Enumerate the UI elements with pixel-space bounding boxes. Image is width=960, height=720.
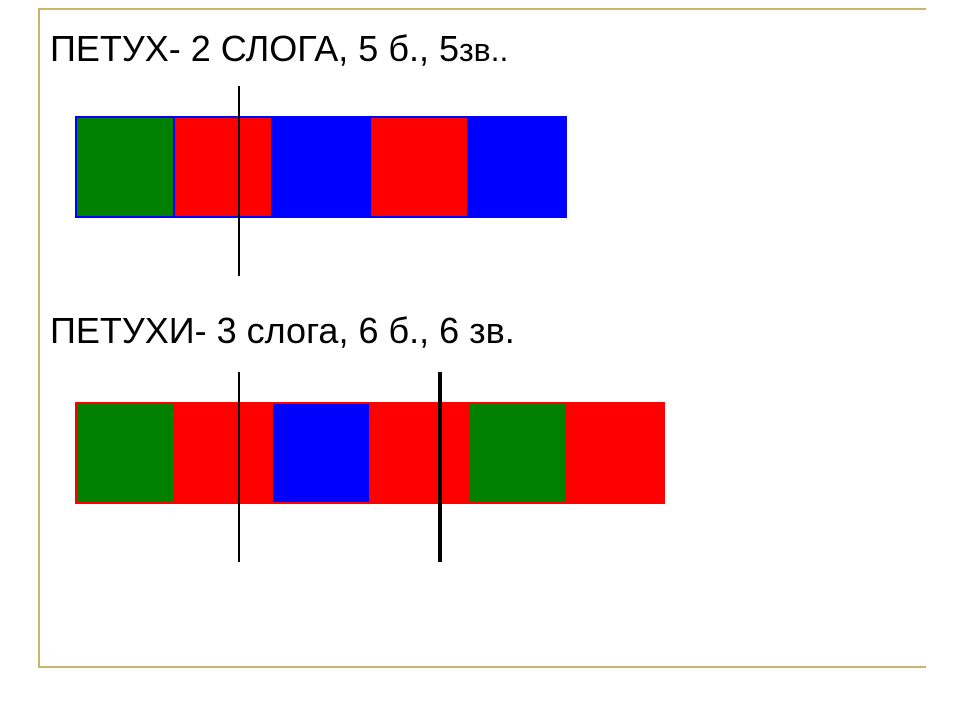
syllable-divider (438, 372, 442, 562)
sound-row-petuh (75, 116, 567, 218)
sound-cell (173, 116, 273, 218)
sound-row-petuhi (75, 402, 665, 504)
syllable-divider (238, 86, 240, 276)
heading-petuhi-main: ПЕТУХИ- 3 слога, 6 б., 6 зв. (50, 310, 515, 351)
heading-petuh: ПЕТУХ- 2 СЛОГА, 5 б., 5зв.. (50, 28, 508, 70)
sound-cell (271, 116, 371, 218)
heading-petuh-tail: зв.. (459, 32, 508, 68)
sound-cell (467, 116, 567, 218)
heading-petuhi: ПЕТУХИ- 3 слога, 6 б., 6 зв. (50, 310, 515, 352)
sound-cell (369, 116, 469, 218)
sound-cell (467, 402, 567, 504)
heading-petuh-main: ПЕТУХ- 2 СЛОГА, 5 б., 5 (50, 28, 459, 69)
sound-cell (271, 402, 371, 504)
sound-cell (369, 402, 469, 504)
syllable-divider (238, 372, 240, 562)
sound-cell (75, 116, 175, 218)
sound-cell (173, 402, 273, 504)
sound-cell (565, 402, 665, 504)
sound-cell (75, 402, 175, 504)
